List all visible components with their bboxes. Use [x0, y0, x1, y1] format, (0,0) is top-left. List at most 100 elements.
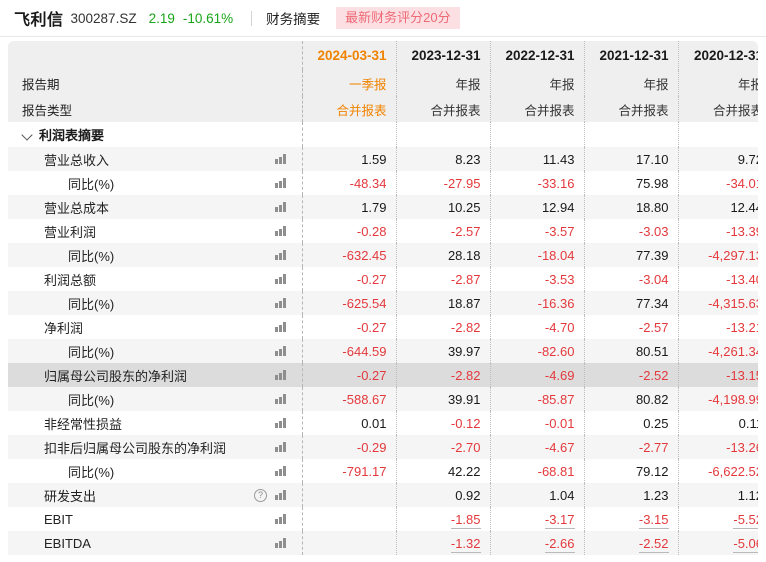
cell-value: -48.34: [303, 176, 396, 191]
row-label-cell: 非经常性损益: [8, 411, 302, 435]
cell-value: -1.32: [397, 535, 490, 553]
column-header-date[interactable]: 2020-12-31: [677, 41, 758, 70]
bar-chart-icon[interactable]: [275, 490, 286, 500]
group-header-row[interactable]: 利润表摘要: [8, 122, 758, 147]
column-type-label: 合并报表: [712, 103, 758, 118]
top-bar: 飞利信 300287.SZ 2.19 -10.61% 财务摘要 最新财务评分20…: [0, 0, 766, 37]
cell-value: 80.51: [585, 344, 678, 359]
table-row[interactable]: 非经常性损益 0.01 -0.12 -0.01 0.25 0.11: [8, 411, 758, 435]
cell-value: -13.40: [679, 272, 758, 287]
bar-chart-icon[interactable]: [275, 346, 286, 356]
financial-summary-table: 2024-03-31 2023-12-31 2022-12-31 2021-12-31…: [8, 41, 758, 555]
cell-value: -33.16: [491, 176, 584, 191]
bar-chart-icon[interactable]: [275, 154, 286, 164]
chevron-down-icon[interactable]: [22, 129, 34, 141]
column-header-date[interactable]: 2021-12-31: [583, 41, 678, 70]
row-label-cell: 扣非后归属母公司股东的净利润: [8, 435, 302, 459]
bar-chart-icon[interactable]: [275, 178, 286, 188]
data-cell: -27.95: [395, 171, 490, 195]
cell-value-text: -33.16: [537, 175, 575, 191]
table-row[interactable]: 同比(%) -48.34 -27.95 -33.16 75.98 -34.01: [8, 171, 758, 195]
cell-value: 18.87: [397, 296, 490, 311]
table-header-period: 报告期 一季报 年报 年报 年报 年报: [8, 70, 758, 96]
table-row[interactable]: EBITDA -1.32 -2.66 -2.52 -5.06: [8, 531, 758, 555]
table-row[interactable]: 同比(%) -791.17 42.22 -68.81 79.12 -6,622.52: [8, 459, 758, 483]
cell-value: -3.57: [491, 224, 584, 239]
table-row[interactable]: 净利润 -0.27 -2.82 -4.70 -2.57 -13.21: [8, 315, 758, 339]
table-row[interactable]: 同比(%) -632.45 28.18 -18.04 77.39 -4,297.13: [8, 243, 758, 267]
table-row[interactable]: 归属母公司股东的净利润 -0.27 -2.82 -4.69 -2.52 -13.15: [8, 363, 758, 387]
bar-chart-icon[interactable]: [275, 226, 286, 236]
table-row[interactable]: 同比(%) -644.59 39.97 -82.60 80.51 -4,261.34: [8, 339, 758, 363]
cell-value-text: -0.27: [356, 319, 387, 335]
column-header-date[interactable]: 2023-12-31: [395, 41, 490, 70]
bar-chart-icon[interactable]: [275, 370, 286, 380]
financial-score-badge[interactable]: 最新财务评分20分: [336, 7, 460, 29]
bar-chart-icon[interactable]: [275, 538, 286, 548]
row-label: 同比(%): [68, 344, 115, 360]
table-row[interactable]: 营业总成本 1.79 10.25 12.94 18.80 12.44: [8, 195, 758, 219]
row-label: 同比(%): [68, 392, 115, 408]
cell-value: -6,622.52: [679, 464, 758, 479]
table-row[interactable]: 扣非后归属母公司股东的净利润 -0.29 -2.70 -4.67 -2.77 -13.26: [8, 435, 758, 459]
bar-chart-icon[interactable]: [275, 466, 286, 476]
cell-value-text: -34.01: [726, 175, 758, 191]
cell-value-text: 1.04: [549, 487, 575, 503]
bar-chart-icon[interactable]: [275, 442, 286, 452]
row-label-cell: 同比(%): [8, 387, 302, 411]
bar-chart-icon[interactable]: [275, 418, 286, 428]
bar-chart-icon[interactable]: [275, 394, 286, 404]
bar-chart-icon[interactable]: [275, 274, 286, 284]
table-row[interactable]: EBIT -1.85 -3.17 -3.15 -5.52: [8, 507, 758, 531]
group-title-cell[interactable]: 利润表摘要: [8, 122, 302, 147]
data-cell: 0.01: [301, 411, 396, 435]
tab-financial-summary[interactable]: 财务摘要: [266, 12, 321, 27]
table-row[interactable]: 营业总收入 1.59 8.23 11.43 17.10 9.72: [8, 147, 758, 171]
row-label-cell: 利润总额: [8, 267, 302, 291]
cell-value: -3.17: [491, 511, 584, 529]
table-row[interactable]: 研发支出? 0.92 1.04 1.23 1.12: [8, 483, 758, 507]
cell-value: 28.18: [397, 248, 490, 263]
cell-value-text: 28.18: [447, 247, 481, 263]
data-cell: -791.17: [301, 459, 396, 483]
table-row[interactable]: 同比(%) -625.54 18.87 -16.36 77.34 -4,315.63: [8, 291, 758, 315]
column-date-label: 2024-03-31: [317, 48, 387, 63]
cell-value-text: -48.34: [349, 175, 387, 191]
bar-chart-icon[interactable]: [275, 202, 286, 212]
help-icon[interactable]: ?: [254, 488, 267, 502]
data-cell: -82.60: [489, 339, 584, 363]
data-cell: -1.32: [395, 531, 490, 555]
cell-value: 12.44: [679, 200, 758, 215]
cell-value-text: -2.70: [450, 439, 481, 455]
cell-value-text: -4.70: [544, 319, 575, 335]
row-label: 同比(%): [68, 464, 115, 480]
cell-value-text: 1.23: [643, 487, 669, 503]
table-header-type: 报告类型 合并报表 合并报表 合并报表 合并报表 合并报表: [8, 96, 758, 122]
cell-value-text: 9.72: [737, 151, 758, 167]
bar-chart-icon[interactable]: [275, 250, 286, 260]
cell-value: 1.79: [303, 200, 396, 215]
column-date-label: 2023-12-31: [411, 48, 481, 63]
column-period-cell: 年报: [677, 70, 758, 96]
cell-value: 77.39: [585, 248, 678, 263]
column-period-label: 年报: [737, 77, 758, 92]
table-row[interactable]: 营业利润 -0.28 -2.57 -3.57 -3.03 -13.39: [8, 219, 758, 243]
cell-value-text: -13.26: [726, 439, 758, 455]
table-row[interactable]: 利润总额 -0.27 -2.87 -3.53 -3.04 -13.40: [8, 267, 758, 291]
bar-chart-icon[interactable]: [275, 322, 286, 332]
data-cell: [301, 483, 396, 507]
bar-chart-icon[interactable]: [275, 514, 286, 524]
cell-value-text: 11.43: [542, 151, 575, 167]
cell-value-text: -632.45: [342, 247, 387, 263]
column-header-date[interactable]: 2022-12-31: [489, 41, 584, 70]
data-cell: 28.18: [395, 243, 490, 267]
data-cell: -0.27: [301, 363, 396, 387]
cell-value-text: -2.52: [638, 367, 669, 383]
bar-chart-icon[interactable]: [275, 298, 286, 308]
data-cell: 75.98: [583, 171, 678, 195]
column-header-date[interactable]: 2024-03-31: [301, 41, 396, 70]
cell-value: -2.57: [585, 320, 678, 335]
table-row[interactable]: 同比(%) -588.67 39.91 -85.87 80.82 -4,198.99: [8, 387, 758, 411]
column-period-cell: 年报: [395, 70, 490, 96]
row-label: 扣非后归属母公司股东的净利润: [44, 440, 227, 456]
